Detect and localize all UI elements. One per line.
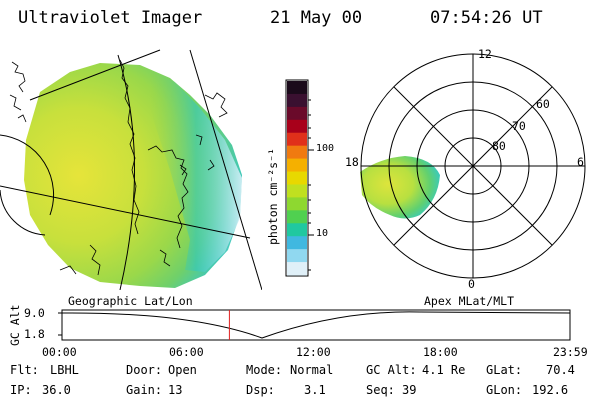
mlt-label-18: 18 <box>345 155 359 169</box>
gc-alt-value: 4.1 Re <box>422 363 466 377</box>
mlat-label-60: 60 <box>536 97 550 111</box>
colorbar-band <box>287 236 307 250</box>
glat-label: GLat: <box>486 363 523 377</box>
colorbar-band <box>287 197 307 211</box>
timeline-xtick: 18:00 <box>423 345 458 359</box>
colorbar-band <box>287 249 307 263</box>
door-value: Open <box>168 363 197 377</box>
door-label: Door: <box>126 363 163 377</box>
colorbar <box>285 79 314 277</box>
colorbar-tick-label: 100 <box>316 143 335 154</box>
mlt-label-6: 6 <box>577 155 584 169</box>
glon-label: GLon: <box>486 383 523 397</box>
mode-value: Normal <box>290 363 334 377</box>
colorbar-band <box>287 223 307 237</box>
glat-value: 70.4 <box>546 363 575 377</box>
dsp-label: Dsp: <box>246 383 275 397</box>
instrument-title: Ultraviolet Imager <box>18 8 203 28</box>
geographic-image <box>0 49 262 290</box>
polar-plot <box>360 53 586 279</box>
timeline-xtick: 00:00 <box>42 345 77 359</box>
colorbar-band <box>287 93 307 108</box>
colorbar-band <box>287 132 307 147</box>
filter-value: LBHL <box>50 363 79 377</box>
colorbar-band <box>287 210 307 224</box>
date-label: 21 May 00 <box>270 8 363 28</box>
colorbar-band <box>287 119 307 134</box>
colorbar-band <box>287 262 307 276</box>
gain-value: 13 <box>168 383 183 397</box>
gc-alt-label: GC Alt: <box>366 363 417 377</box>
colorbar-band <box>287 184 307 198</box>
altitude-curve <box>61 311 571 339</box>
colorbar-band <box>287 158 307 173</box>
timeline-plot <box>58 309 571 341</box>
colorbar-band <box>287 81 307 95</box>
auroral-oval <box>360 156 440 219</box>
colorbar-unit-label: photon cm⁻²s⁻¹ <box>266 148 280 245</box>
seq-label: Seq: <box>366 383 395 397</box>
mode-label: Mode: <box>246 363 283 377</box>
dsp-value: 3.1 <box>304 383 326 397</box>
colorbar-band <box>287 171 307 186</box>
geographic-panel-label: Geographic Lat/Lon <box>68 294 193 308</box>
timeline-ytick: 9.0 <box>24 306 45 320</box>
apex-panel-label: Apex MLat/MLT <box>424 294 515 308</box>
mlt-label-0: 0 <box>468 277 475 291</box>
mlat-label-80: 80 <box>492 139 506 153</box>
gain-label: Gain: <box>126 383 163 397</box>
timeline-ytick: 1.8 <box>24 327 45 341</box>
timeline-xtick: 06:00 <box>169 345 204 359</box>
glon-value: 192.6 <box>532 383 569 397</box>
colorbar-band <box>287 145 307 160</box>
ip-value: 36.0 <box>42 383 71 397</box>
timeline-ylabel: GC Alt <box>8 304 22 346</box>
time-label: 07:54:26 UT <box>430 8 543 28</box>
ip-label: IP: <box>10 383 32 397</box>
colorbar-tick-label: 10 <box>316 228 329 239</box>
seq-value: 39 <box>402 383 417 397</box>
mlt-label-12: 12 <box>478 47 492 61</box>
timeline-xtick: 12:00 <box>296 345 331 359</box>
mlat-label-70: 70 <box>512 119 526 133</box>
timeline-xtick: 23:59 <box>553 345 588 359</box>
colorbar-band <box>287 106 307 121</box>
filter-label: Flt: <box>10 363 39 377</box>
